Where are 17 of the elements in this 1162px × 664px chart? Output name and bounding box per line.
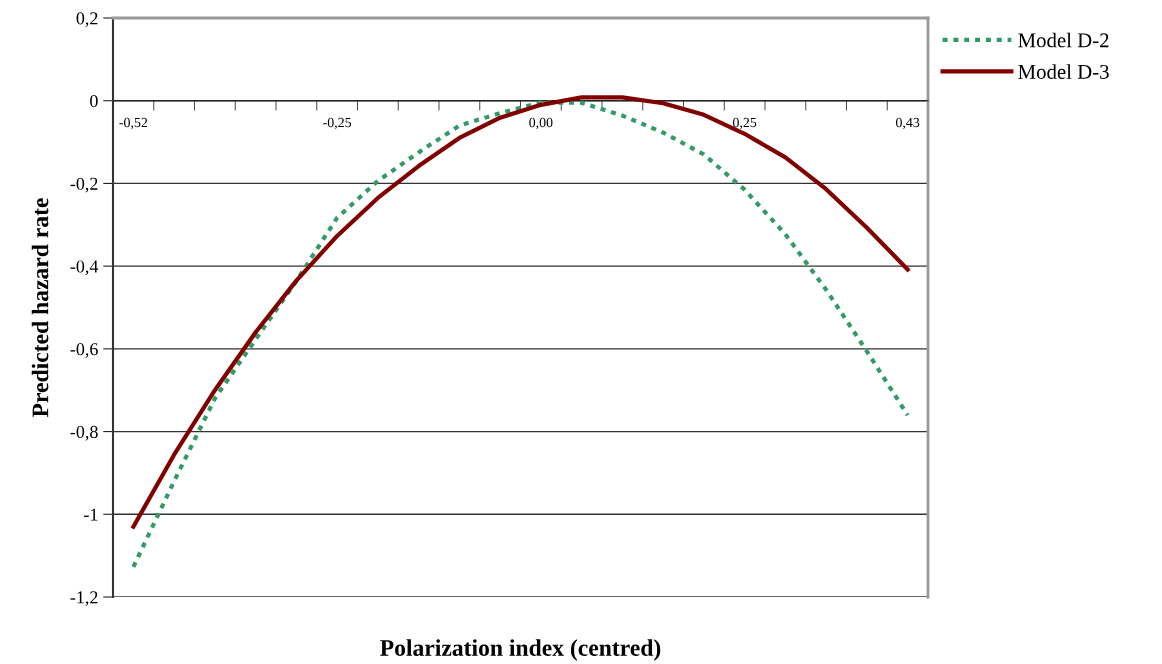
y-tick-label: -0,8 — [70, 425, 98, 441]
x-tick-label: -0,52 — [119, 117, 148, 130]
x-tick-label: 0,00 — [529, 117, 553, 130]
x-tick-label: -0,25 — [323, 117, 352, 130]
y-tick-label: 0 — [90, 94, 98, 108]
y-tick-label: -0,6 — [70, 343, 98, 358]
x-tick-label: 0,43 — [896, 117, 920, 130]
y-axis-title: Predicted hazard rate — [31, 198, 49, 418]
y-tick-label: -0,4 — [70, 260, 99, 276]
x-axis-title: Polarization index (centred) — [380, 639, 661, 661]
y-tick-label: -1 — [84, 508, 98, 521]
y-tick-label: -0,2 — [70, 177, 98, 193]
y-tick-label: -1,2 — [70, 591, 98, 607]
x-tick-label: 0,25 — [733, 117, 757, 130]
legend-label: Model D-2 — [1018, 32, 1109, 48]
legend-label: Model D-3 — [1018, 64, 1109, 79]
y-tick-label: 0,2 — [76, 12, 98, 28]
